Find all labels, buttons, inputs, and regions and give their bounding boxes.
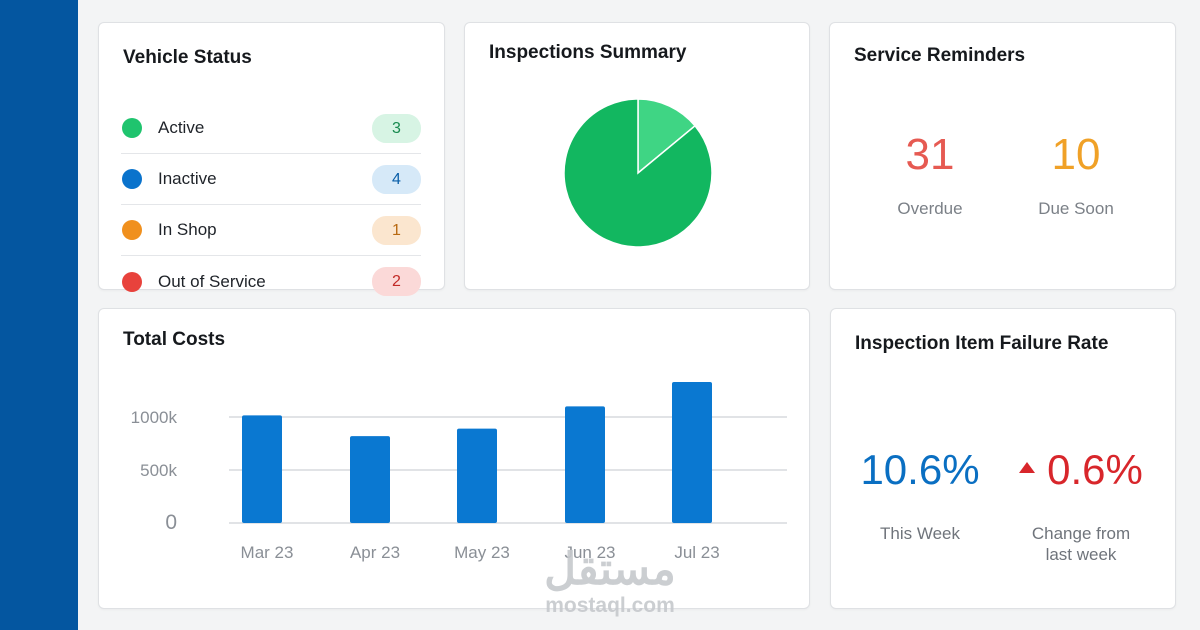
watermark-arabic-text: مستقل xyxy=(544,545,676,594)
status-label: In Shop xyxy=(158,220,217,239)
cost-bar-jul-23[interactable] xyxy=(672,382,712,523)
status-row-active[interactable]: Active 3 xyxy=(121,103,421,154)
total-costs-title: Total Costs xyxy=(123,329,226,350)
y-tick-label: 0 xyxy=(165,511,177,534)
this-week-metric: 10.6% This Week xyxy=(855,447,985,544)
service-reminders-title: Service Reminders xyxy=(854,45,1026,66)
orange-status-dot-icon xyxy=(122,220,142,240)
blue-status-dot-icon xyxy=(122,169,142,189)
status-count-badge: 2 xyxy=(372,267,421,296)
status-row-in-shop[interactable]: In Shop 1 xyxy=(121,205,421,256)
cost-bar-may-23[interactable] xyxy=(457,428,497,523)
failure-rate-title: Inspection Item Failure Rate xyxy=(855,333,1109,354)
vehicle-status-card: Vehicle Status Active 3 Inactive 4 In Shop 1 O… xyxy=(98,22,445,296)
x-tick-label: Jun 23 xyxy=(564,543,615,562)
change-label-line1: Change from xyxy=(1031,524,1131,543)
change-label-line2: last week xyxy=(1045,545,1117,564)
y-tick-label: 500k xyxy=(140,461,177,480)
status-count-badge: 4 xyxy=(372,165,421,194)
status-count-badge: 3 xyxy=(372,114,421,143)
change-value: 0.6% xyxy=(1047,446,1143,493)
due-soon-value: 10 xyxy=(1051,130,1101,179)
total-costs-card: Total Costs 0 500k 1000k Mar 23 Apr 23 May 23… xyxy=(98,308,810,609)
due-soon-label: Due Soon xyxy=(1038,199,1114,218)
change-value-row: 0.6% xyxy=(1001,447,1161,493)
mostaql-watermark: مستقل mostaql.com xyxy=(510,548,710,618)
x-tick-label: Apr 23 xyxy=(350,543,400,562)
overdue-value: 31 xyxy=(905,130,955,179)
inspections-pie-chart xyxy=(563,98,713,248)
watermark-latin-text: mostaql.com xyxy=(545,594,675,617)
inspections-summary-title: Inspections Summary xyxy=(489,42,687,63)
red-status-dot-icon xyxy=(122,271,142,292)
cost-bar-mar-23[interactable] xyxy=(242,415,282,523)
this-week-label: This Week xyxy=(880,524,960,543)
overdue-label: Overdue xyxy=(897,199,963,218)
change-label: Change from last week xyxy=(1001,523,1161,565)
status-count-badge: 1 xyxy=(372,216,421,245)
x-tick-label: May 23 xyxy=(454,543,510,562)
this-week-value: 10.6% xyxy=(860,446,980,493)
due-soon-metric[interactable]: 10 Due Soon xyxy=(1016,131,1136,219)
pie-slice-1[interactable] xyxy=(563,98,713,248)
cost-bar-jun-23[interactable] xyxy=(565,406,605,523)
service-reminders-card: Service Reminders 31 Overdue 10 Due Soon xyxy=(829,22,1176,290)
overdue-metric[interactable]: 31 Overdue xyxy=(870,131,990,219)
change-metric: 0.6% Change from last week xyxy=(1001,447,1161,565)
vehicle-status-list: Active 3 Inactive 4 In Shop 1 Out of Service 2 xyxy=(121,103,421,307)
up-triangle-icon xyxy=(1019,462,1036,474)
left-sidebar xyxy=(0,0,78,630)
x-tick-label: Jul 23 xyxy=(674,543,719,562)
inspections-summary-card: Inspections Summary xyxy=(464,22,810,290)
status-row-out-of-service[interactable]: Out of Service 2 xyxy=(121,256,421,307)
y-tick-label: 1000k xyxy=(131,408,178,427)
x-tick-label: Mar 23 xyxy=(241,543,294,562)
pie-slice-0[interactable] xyxy=(637,98,697,175)
status-row-inactive[interactable]: Inactive 4 xyxy=(121,154,421,205)
status-label: Out of Service xyxy=(158,271,266,291)
status-label: Inactive xyxy=(158,169,217,188)
green-status-dot-icon xyxy=(122,118,142,138)
failure-rate-card: Inspection Item Failure Rate 10.6% This … xyxy=(830,308,1176,609)
total-costs-bar-chart: 0 500k 1000k Mar 23 Apr 23 May 23 Jun 23 Jul 23 xyxy=(131,382,787,562)
cost-bar-apr-23[interactable] xyxy=(350,436,390,523)
status-label: Active xyxy=(158,118,205,137)
vehicle-status-title: Vehicle Status xyxy=(123,47,252,68)
